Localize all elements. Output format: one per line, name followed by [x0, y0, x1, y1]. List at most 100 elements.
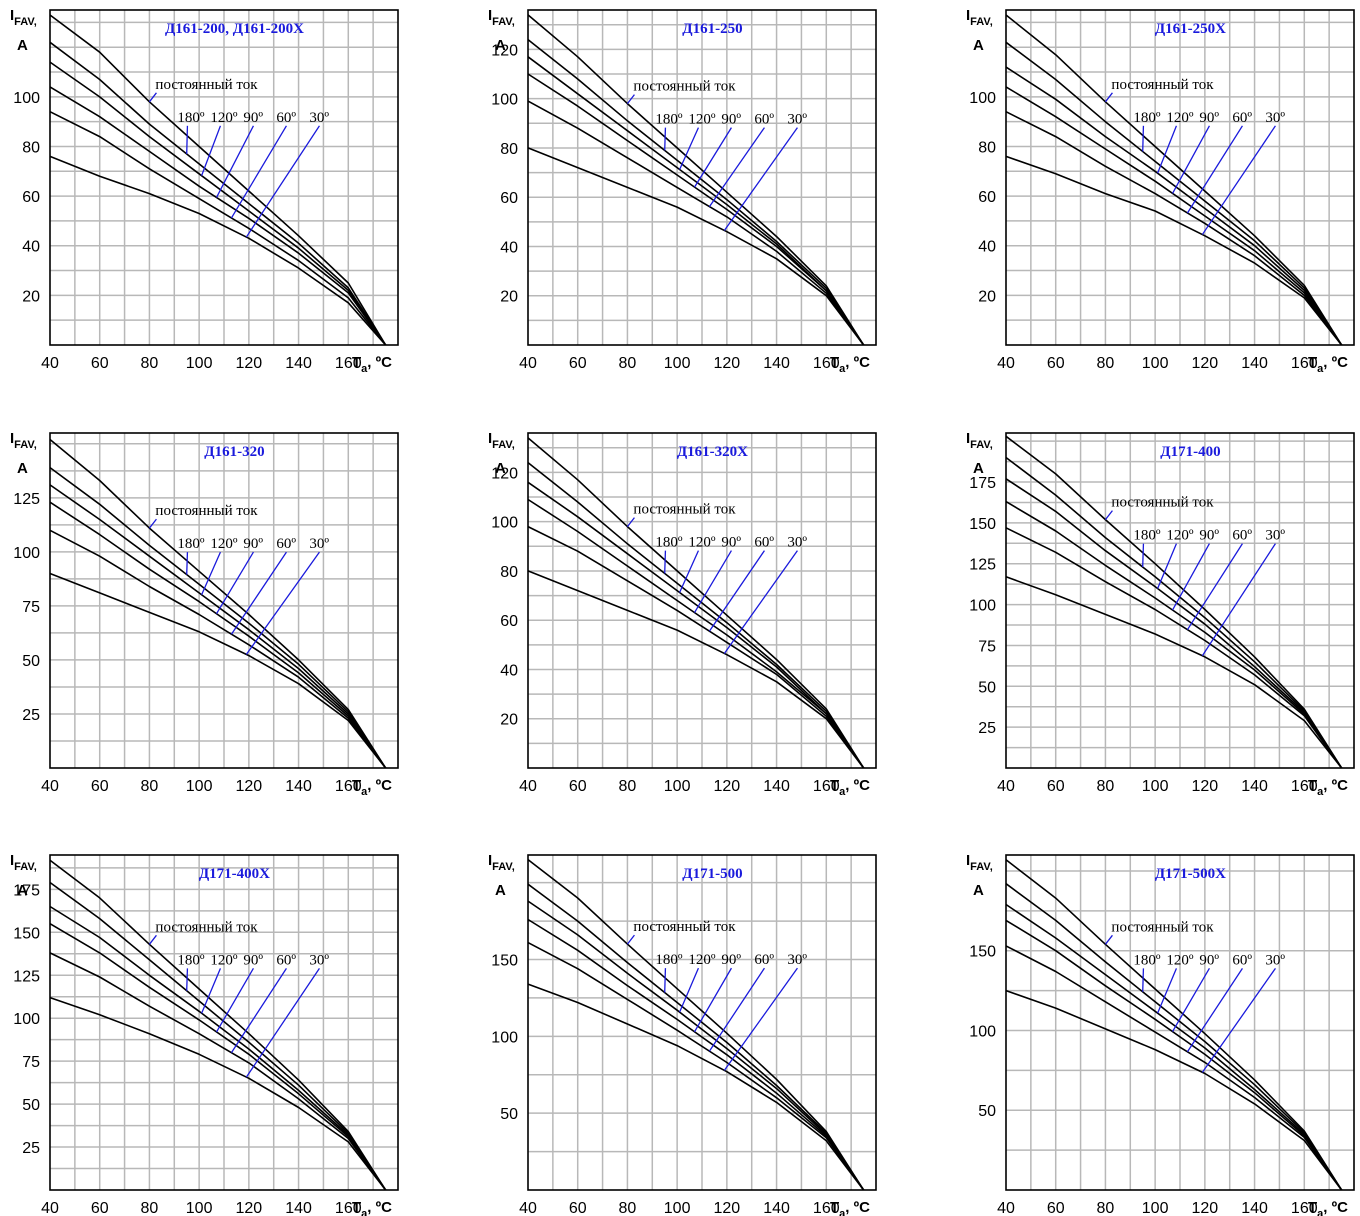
x-axis-label-main: T	[352, 1199, 361, 1216]
x-tick-label: 160	[335, 1200, 362, 1216]
x-tick-label: 100	[664, 355, 691, 372]
annotation-leader	[664, 968, 667, 993]
x-axis-label-main: T	[1308, 354, 1317, 371]
annotation-leader	[1104, 934, 1113, 945]
x-tick-label: 80	[1097, 778, 1115, 795]
annotation-label: 60º	[754, 952, 774, 968]
annotation-leader	[679, 550, 700, 593]
y-tick-label: 100	[491, 92, 518, 109]
annotation-leader	[1186, 125, 1243, 214]
x-tick-label: 40	[41, 355, 59, 372]
y-tick-label: 100	[13, 545, 40, 562]
y-tick-label: 150	[969, 944, 996, 961]
x-axis-label-unit: , ºC	[845, 1199, 870, 1216]
chart-panel: 40 60 80 100 120 140 160 20 40 60 80 100 120 Ta, ºC IF…	[488, 7, 877, 375]
annotation-label: 120º	[688, 952, 716, 968]
x-axis-label: Ta, ºC	[830, 777, 870, 798]
annotation-label: 180º	[655, 112, 683, 128]
x-tick-label: 100	[186, 355, 213, 372]
x-tick-label: 60	[569, 1200, 587, 1216]
x-tick-label: 160	[1291, 355, 1318, 372]
annotation-label: 30º	[309, 536, 329, 552]
x-tick-label: 140	[1241, 1200, 1268, 1216]
x-tick-label: 40	[997, 1200, 1015, 1216]
series-line	[49, 952, 387, 1191]
y-tick-label: 75	[978, 638, 996, 655]
x-tick-label: 120	[1192, 355, 1219, 372]
x-axis-label: Ta, ºC	[830, 1199, 870, 1216]
annotation-leader	[215, 551, 254, 615]
annotation-label: 30º	[787, 535, 807, 551]
x-tick-label: 140	[763, 778, 790, 795]
annotation-label: 60º	[276, 952, 296, 968]
plot-frame	[527, 854, 877, 1191]
y-axis-label-subscript: FAV,	[492, 861, 515, 873]
annotation-leader	[1186, 543, 1243, 631]
series-line	[527, 461, 865, 769]
y-axis-label-subscript: FAV,	[970, 861, 993, 873]
y-axis-label-main: I	[10, 852, 14, 869]
annotation-leader	[693, 127, 732, 188]
x-axis-label-subscript: a	[361, 786, 368, 798]
y-tick-label: 150	[969, 516, 996, 533]
series-line	[1005, 989, 1343, 1191]
y-axis-label-subscript: FAV,	[14, 861, 37, 873]
x-tick-label: 160	[335, 355, 362, 372]
y-axis-label-unit: A	[973, 882, 984, 899]
y-axis-label-subscript: FAV,	[14, 16, 37, 28]
y-tick-label: 75	[22, 599, 40, 616]
y-axis-label-main: I	[966, 430, 970, 447]
series-line	[1005, 110, 1343, 346]
series-line	[527, 570, 865, 769]
chart-panel: 40 60 80 100 120 140 160 25 50 75 100 125 150 175 Ta, …	[966, 430, 1355, 798]
series-line	[49, 501, 387, 769]
annotation-label: 120º	[210, 110, 238, 126]
x-tick-label: 100	[664, 778, 691, 795]
chart-title: Д171-500Х	[1155, 866, 1226, 882]
series-line	[1005, 527, 1343, 769]
chart-panel: 40 60 80 100 120 140 160 20 40 60 80 100 Ta, ºC IFAV,…	[10, 7, 399, 375]
annotation-leader	[1201, 967, 1276, 1073]
y-axis-label: IFAV,	[10, 852, 37, 873]
annotation-leader	[723, 127, 798, 231]
y-tick-label: 120	[491, 465, 518, 482]
series-line	[49, 996, 387, 1191]
chart-panel: 40 60 80 100 120 140 160 50 100 150 Ta, ºC IFAV, A Д1…	[488, 852, 877, 1216]
annotation-label: 180º	[1133, 110, 1161, 126]
x-tick-label: 120	[236, 1200, 263, 1216]
y-axis-label-main: I	[488, 852, 492, 869]
annotation-label: постоянный ток	[155, 919, 258, 935]
series-line	[49, 14, 387, 346]
y-tick-label: 50	[978, 679, 996, 696]
annotation-leader	[679, 967, 700, 1013]
x-tick-label: 40	[41, 1200, 59, 1216]
annotation-leader	[1157, 543, 1178, 589]
x-tick-label: 80	[1097, 355, 1115, 372]
series-line	[1005, 500, 1343, 769]
annotation-leader	[626, 934, 635, 945]
series-line	[49, 923, 387, 1191]
x-axis-label-subscript: a	[1317, 786, 1324, 798]
annotation-leader	[1104, 510, 1113, 521]
chart-title: Д161-200, Д161-200Х	[165, 21, 304, 37]
y-tick-label: 50	[500, 1106, 518, 1123]
annotation-leader	[201, 551, 222, 596]
x-tick-label: 120	[714, 1200, 741, 1216]
series-line	[49, 881, 387, 1191]
chart-title: Д161-250	[682, 21, 742, 37]
y-tick-label: 80	[500, 141, 518, 158]
y-tick-label: 25	[978, 720, 996, 737]
y-tick-label: 25	[22, 707, 40, 724]
x-tick-label: 100	[186, 778, 213, 795]
annotation-leader	[693, 550, 732, 613]
annotation-leader	[708, 550, 765, 632]
series-line	[527, 941, 865, 1191]
x-axis-label-unit: , ºC	[845, 777, 870, 794]
series-line	[1005, 859, 1343, 1191]
x-tick-label: 60	[91, 355, 109, 372]
y-axis-label-unit: A	[17, 460, 28, 477]
chart-panel: 40 60 80 100 120 140 160 25 50 75 100 125 Ta, ºC IFAV…	[10, 430, 399, 798]
annotation-label: 30º	[1265, 528, 1285, 544]
x-tick-label: 40	[519, 355, 537, 372]
annotation-label: 90º	[1199, 110, 1219, 126]
